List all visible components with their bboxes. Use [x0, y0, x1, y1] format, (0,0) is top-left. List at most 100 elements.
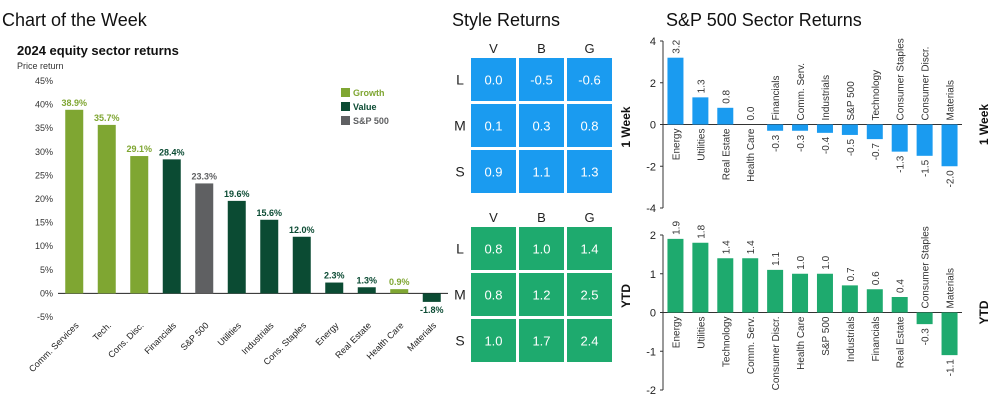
- style-cell-value: -0.5: [530, 73, 552, 88]
- style-cell-value: 0.8: [580, 119, 598, 134]
- equity-ytick-label: 35%: [35, 123, 53, 133]
- ytd-value-label: 0.4: [896, 279, 907, 293]
- equity-value-label: 12.0%: [289, 225, 315, 235]
- week-value-label: -0.7: [871, 143, 882, 161]
- ytd-ytick-label: -2: [646, 385, 656, 397]
- equity-value-label: -1.8%: [420, 305, 444, 315]
- equity-bar: [390, 289, 409, 294]
- week-category-label: Consumer Staples: [896, 38, 907, 120]
- style-cell: [471, 58, 516, 101]
- week-value-label: -1.5: [921, 159, 932, 177]
- style-cell-value: 0.9: [484, 165, 502, 180]
- legend-label: Growth: [353, 88, 385, 98]
- week-category-label: Industrials: [821, 75, 832, 121]
- week-bar: [841, 124, 858, 135]
- week-bar: [891, 124, 908, 152]
- style-column-label: G: [584, 41, 594, 56]
- equity-value-label: 0.9%: [389, 277, 410, 287]
- equity-ytick-label: 45%: [35, 76, 53, 86]
- equity-value-label: 28.4%: [159, 147, 185, 157]
- ytd-bar: [692, 242, 709, 313]
- style-cell-value: 1.7: [532, 334, 550, 349]
- week-value-label: 0.0: [746, 106, 757, 120]
- equity-bar: [260, 219, 279, 294]
- week-category-label: Energy: [671, 129, 682, 161]
- ytd-bar: [742, 258, 759, 313]
- equity-value-label: 38.9%: [61, 98, 87, 108]
- equity-ytick-label: 15%: [35, 218, 53, 228]
- ytd-bar: [767, 269, 784, 313]
- chart-of-week-header: Chart of the Week: [2, 10, 148, 30]
- style-cell-value: 1.2: [532, 288, 550, 303]
- ytd-category-label: Comm. Serv.: [746, 317, 757, 375]
- style-cell: [567, 319, 612, 362]
- week-bar: [767, 124, 784, 131]
- week-category-label: Financials: [771, 75, 782, 120]
- week-value-label: 1.3: [696, 79, 707, 93]
- week-value-label: -0.3: [796, 134, 807, 152]
- ytd-bar: [941, 312, 958, 356]
- week-category-label: Materials: [946, 80, 957, 121]
- week-bar: [717, 107, 734, 125]
- legend-swatch: [341, 102, 350, 111]
- ytd-category-label: Industrials: [846, 317, 857, 363]
- style-cell-value: 2.4: [580, 334, 598, 349]
- ytd-category-label: Energy: [671, 317, 682, 349]
- ytd-value-label: 1.9: [671, 221, 682, 235]
- style-row-label: S: [455, 164, 464, 180]
- week-bar: [792, 124, 809, 131]
- week-bar: [667, 57, 684, 125]
- equity-ytick-label: 5%: [40, 265, 53, 275]
- style-panel-label: 1 Week: [619, 106, 633, 147]
- equity-category-label: S&P 500: [179, 320, 211, 352]
- style-cell: [519, 227, 564, 270]
- style-cell: [471, 150, 516, 193]
- equity-category-label: Materials: [405, 320, 438, 353]
- style-row-label: S: [455, 333, 464, 349]
- week-category-label: Comm. Serv.: [796, 63, 807, 121]
- week-category-label: S&P 500: [846, 81, 857, 121]
- style-cell: [567, 58, 612, 101]
- style-cell: [567, 150, 612, 193]
- ytd-category-label: Consumer Discr.: [771, 317, 782, 391]
- equity-value-label: 29.1%: [126, 144, 152, 154]
- equity-bar: [130, 156, 149, 294]
- week-value-label: -1.3: [896, 155, 907, 173]
- ytd-category-label: Consumer Staples: [921, 226, 932, 308]
- week-bar: [916, 124, 933, 156]
- ytd-value-label: 1.4: [746, 240, 757, 254]
- week-ytick-label: -2: [646, 161, 656, 173]
- equity-bar: [422, 293, 441, 302]
- legend-swatch: [341, 116, 350, 125]
- ytd-value-label: 1.0: [796, 255, 807, 269]
- week-ytick-label: 0: [650, 120, 656, 132]
- equity-category-label: Comm. Services: [27, 320, 81, 374]
- ytd-bar: [891, 297, 908, 313]
- style-cell-value: 0.8: [484, 242, 502, 257]
- week-ytick-label: -4: [646, 203, 656, 215]
- style-cell: [471, 319, 516, 362]
- ytd-bar: [841, 285, 858, 313]
- style-row-label: M: [454, 118, 466, 134]
- equity-bar: [65, 109, 84, 294]
- style-cell-value: 1.3: [580, 165, 598, 180]
- ytd-category-label: Real Estate: [896, 316, 907, 368]
- equity-ytick-label: -5%: [37, 312, 53, 322]
- week-ytick-label: 4: [650, 36, 656, 48]
- week-value-label: -0.4: [821, 136, 832, 154]
- ytd-category-label: Materials: [946, 268, 957, 309]
- ytd-category-label: Utilities: [696, 317, 707, 349]
- week-value-label: -2.0: [946, 170, 957, 188]
- ytd-category-label: Financials: [871, 317, 882, 362]
- style-cell-value: 1.4: [580, 242, 598, 257]
- legend-label: S&P 500: [353, 116, 389, 126]
- style-cell: [567, 227, 612, 270]
- ytd-ytick-label: 0: [650, 308, 656, 320]
- week-bar: [816, 124, 833, 133]
- equity-value-label: 23.3%: [191, 171, 217, 181]
- ytd-category-label: Health Care: [796, 316, 807, 370]
- ytd-category-label: Technology: [721, 317, 732, 368]
- week-panel-label: 1 Week: [977, 104, 991, 145]
- equity-value-label: 35.7%: [94, 113, 120, 123]
